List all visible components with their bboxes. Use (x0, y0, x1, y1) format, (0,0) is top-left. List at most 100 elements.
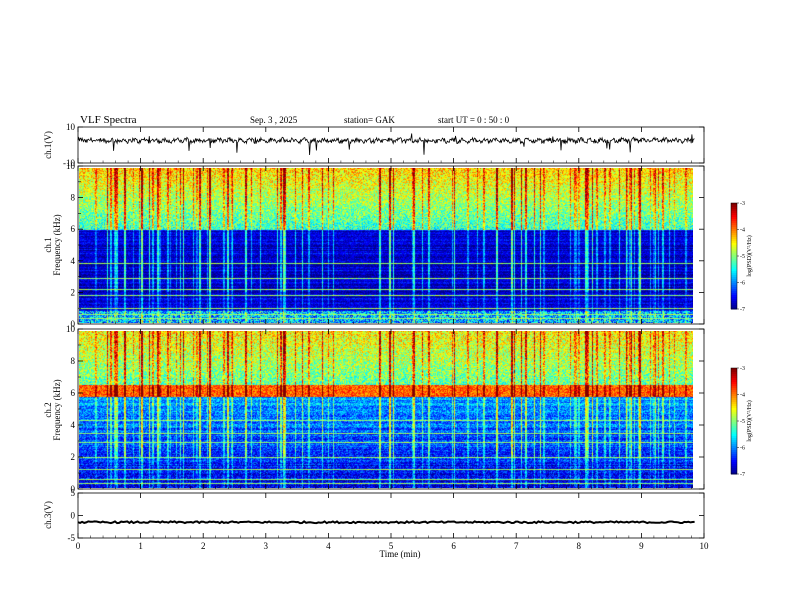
colorbar-tick-label-2-0: -3 (740, 366, 745, 372)
colorbar-swatch-2-4 (731, 376, 737, 379)
ytick-label-2-0: 0 (71, 484, 76, 494)
colorbar-swatch-2-12 (731, 392, 737, 395)
colorbar-swatch-2-15 (731, 398, 737, 401)
xtick-label-7: 7 (514, 541, 519, 551)
colorbar-swatch-2-8 (731, 384, 737, 387)
xtick-label-10: 10 (700, 541, 710, 551)
colorbar-tick-label-2-2: -5 (740, 419, 745, 425)
colorbar-swatch-1-48 (731, 299, 737, 302)
colorbar-swatch-2-28 (731, 424, 737, 427)
ytick-label-1-1: 2 (71, 287, 76, 297)
ytick-label-0-0: 10 (66, 122, 76, 132)
colorbar-swatch-1-9 (731, 221, 737, 224)
ch2-spectrogram-ylabel-line2: Frequency (kHz) (52, 379, 62, 440)
colorbar-swatch-1-18 (731, 239, 737, 242)
ytick-label-2-3: 6 (71, 388, 76, 398)
colorbar-swatch-1-11 (731, 225, 737, 228)
ch1-spectrogram-image (79, 168, 693, 323)
colorbar-swatch-2-21 (731, 410, 737, 413)
colorbar-swatch-2-6 (731, 380, 737, 383)
ytick-label-2-5: 10 (66, 324, 76, 334)
colorbar-swatch-2-17 (731, 402, 737, 405)
colorbar-swatch-1-30 (731, 263, 737, 266)
colorbar-swatch-1-37 (731, 277, 737, 280)
start-ut-label: start UT = 0 : 50 : 0 (438, 115, 510, 125)
colorbar-swatch-2-35 (731, 438, 737, 441)
colorbar-swatch-2-37 (731, 442, 737, 445)
ytick-label-1-5: 10 (66, 161, 76, 171)
ch1-waveform-ylabel: ch.1(V) (43, 131, 53, 159)
colorbar-swatch-1-38 (731, 279, 737, 282)
xtick-label-2: 2 (201, 541, 206, 551)
colorbar-swatch-2-42 (731, 452, 737, 455)
colorbar-tick-label-1-0: -3 (740, 201, 745, 207)
colorbar-swatch-2-43 (731, 454, 737, 457)
ytick-label-2-1: 2 (71, 452, 76, 462)
ytick-label-3-0: 5 (71, 488, 76, 498)
colorbar-tick-label-2-4: -7 (740, 472, 745, 478)
colorbar-swatch-1-49 (731, 301, 737, 304)
colorbar-swatch-1-39 (731, 281, 737, 284)
colorbar-swatch-1-46 (731, 295, 737, 298)
ch2-spectrogram-image (79, 331, 693, 488)
colorbar-swatch-1-50 (731, 303, 737, 306)
ch2-colorbar: -3 -4 -5 -6 -7 log(PSD)(V²/Hz) (730, 366, 753, 478)
ch3-waveform-ylabel: ch.3(V) (43, 501, 53, 529)
colorbar-swatch-2-24 (731, 416, 737, 419)
date-label: Sep. 3 , 2025 (250, 115, 298, 125)
colorbar-swatch-1-4 (731, 211, 737, 214)
xtick-label-4: 4 (326, 541, 331, 551)
colorbar-swatch-1-1 (731, 205, 737, 208)
colorbar-swatch-1-52 (731, 307, 737, 310)
colorbar-swatch-1-43 (731, 289, 737, 292)
colorbar-swatch-2-25 (731, 418, 737, 421)
colorbar-swatch-2-48 (731, 464, 737, 467)
colorbar-swatch-1-16 (731, 235, 737, 238)
colorbar-label-1: log(PSD)(V²/Hz) (746, 235, 753, 276)
colorbar-swatch-1-13 (731, 229, 737, 232)
colorbar-swatch-1-41 (731, 285, 737, 288)
colorbar-swatch-1-28 (731, 259, 737, 262)
colorbar-swatch-2-51 (731, 470, 737, 473)
colorbar-swatch-1-33 (731, 269, 737, 272)
ch3-waveform-panel: 5 0 -5 ch.3(V) (43, 488, 705, 543)
colorbar-tick-label-1-1: -4 (740, 228, 745, 234)
colorbar-swatch-2-34 (731, 436, 737, 439)
ch1-waveform-trace (77, 133, 695, 156)
ytick-label-0-1: -10 (63, 158, 75, 168)
ytick-label-1-3: 6 (71, 224, 76, 234)
colorbar-swatch-2-19 (731, 406, 737, 409)
colorbar-swatch-2-11 (731, 390, 737, 393)
station-label: station= GAK (344, 115, 395, 125)
colorbar-swatch-1-44 (731, 291, 737, 294)
colorbar-swatch-1-31 (731, 265, 737, 268)
colorbar-swatch-2-52 (731, 472, 737, 475)
colorbar-tick-label-1-3: -6 (740, 281, 745, 287)
ch1-spectrogram-ylabel-line1: ch.1 (43, 237, 53, 252)
colorbar-swatch-1-20 (731, 243, 737, 246)
xtick-label-8: 8 (577, 541, 582, 551)
colorbar-swatch-1-14 (731, 231, 737, 234)
ch1-waveform-panel: 10-10 ch.1(V) (43, 122, 705, 168)
colorbar-swatch-2-5 (731, 378, 737, 381)
ytick-label-2-4: 8 (71, 356, 76, 366)
colorbar-label-2: log(PSD)(V²/Hz) (746, 400, 753, 441)
colorbar-swatch-1-6 (731, 215, 737, 218)
colorbar-swatch-1-22 (731, 247, 737, 250)
colorbar-swatch-2-27 (731, 422, 737, 425)
colorbar-swatch-2-31 (731, 430, 737, 433)
colorbar-swatch-1-35 (731, 273, 737, 276)
ch2-spectrogram-ylabel-line1: ch.2 (43, 402, 53, 417)
colorbar-swatch-2-1 (731, 370, 737, 373)
ch1-spectrogram-ylabel-line2: Frequency (kHz) (52, 214, 62, 275)
colorbar-swatch-2-46 (731, 460, 737, 463)
colorbar-swatch-1-25 (731, 253, 737, 256)
colorbar-swatch-1-19 (731, 241, 737, 244)
colorbar-swatch-2-29 (731, 426, 737, 429)
ch1-spectrogram-panel: 0 2 4 6 8 10 ch.1 Frequency (kHz) -3 -4 -5 -6 -7 l… (43, 161, 753, 329)
colorbar-swatch-1-10 (731, 223, 737, 226)
colorbar-swatch-2-33 (731, 434, 737, 437)
colorbar-swatch-2-30 (731, 428, 737, 431)
colorbar-swatch-2-14 (731, 396, 737, 399)
